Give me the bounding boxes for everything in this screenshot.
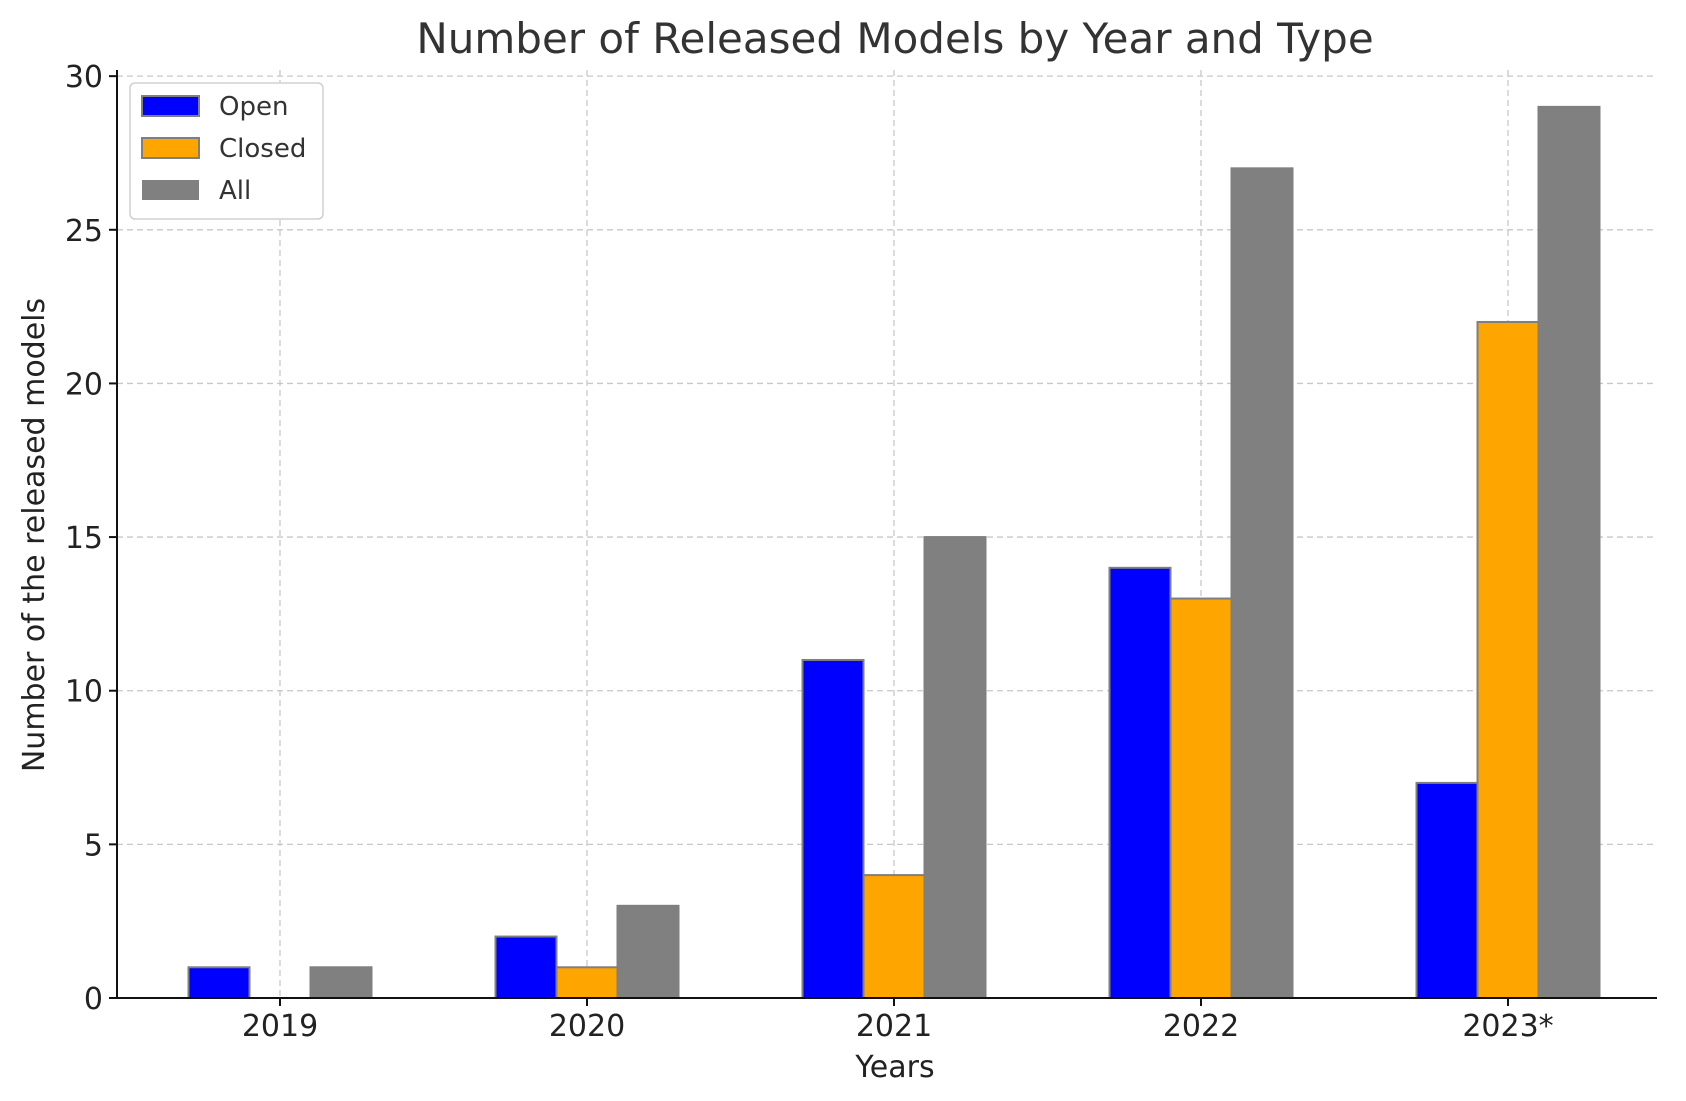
bar-open-2022 xyxy=(1108,566,1172,999)
bar-closed-2021 xyxy=(862,874,926,1000)
y-axis-label: Number of the released models xyxy=(17,298,52,772)
legend-swatch-all xyxy=(142,180,199,200)
x-tick-label: 2021 xyxy=(856,1009,932,1044)
bar-all-2021 xyxy=(923,536,987,1000)
x-tick-label: 2023* xyxy=(1462,1009,1553,1044)
bar-all-2020 xyxy=(616,904,680,1000)
y-tick-label: 30 xyxy=(65,60,103,95)
bar-open-2023 xyxy=(1415,781,1479,999)
legend-swatch-open xyxy=(141,95,200,117)
bar-open-2021 xyxy=(801,658,865,999)
y-tick-label: 0 xyxy=(84,982,103,1017)
y-tick-label: 25 xyxy=(65,214,103,249)
bar-closed-2020 xyxy=(555,966,619,1000)
legend-label-all: All xyxy=(219,176,251,206)
bar-closed-2022 xyxy=(1169,597,1233,999)
y-tick-label: 15 xyxy=(65,521,103,556)
bars xyxy=(187,105,1601,1000)
bar-all-2022 xyxy=(1230,167,1294,1000)
legend-label-closed: Closed xyxy=(219,134,306,164)
x-tick-label: 2020 xyxy=(549,1009,625,1044)
bar-all-2023 xyxy=(1537,105,1601,1000)
legend-swatch-closed xyxy=(141,137,200,159)
x-tick-label: 2019 xyxy=(242,1009,318,1044)
y-tick-label: 10 xyxy=(65,675,103,710)
axes xyxy=(116,70,1657,999)
tick-labels: 0 5 10 15 20 25 30 2019 2020 2021 2022 2023* xyxy=(65,60,1554,1044)
y-tick-label: 20 xyxy=(65,367,103,402)
bar-closed-2023 xyxy=(1476,320,1540,999)
x-tick-label: 2022 xyxy=(1163,1009,1239,1044)
bar-open-2019 xyxy=(187,966,251,1000)
y-tick-label: 5 xyxy=(84,828,103,863)
bar-all-2019 xyxy=(309,966,373,1000)
chart-title: Number of Released Models by Year and Ty… xyxy=(416,14,1373,63)
x-axis-label: Years xyxy=(854,1050,934,1085)
bar-open-2020 xyxy=(494,935,558,999)
legend: Open Closed All xyxy=(129,82,324,220)
legend-label-open: Open xyxy=(219,92,288,122)
